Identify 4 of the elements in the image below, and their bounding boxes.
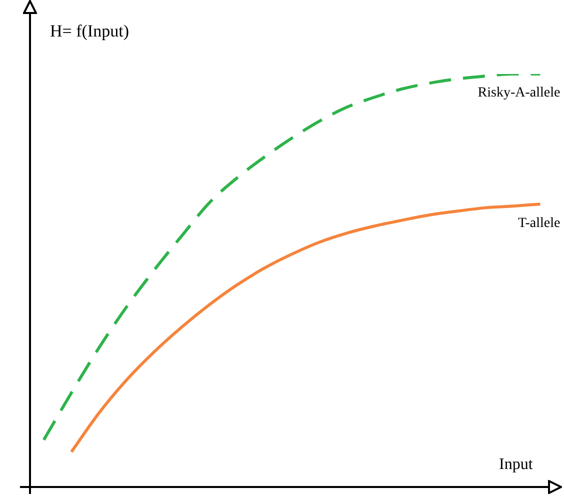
series-label: Risky-A-allele (478, 86, 560, 101)
y-axis-title: H= f(Input) (50, 21, 129, 40)
series-label: T-allele (518, 216, 560, 231)
x-axis-title: Input (499, 456, 534, 474)
